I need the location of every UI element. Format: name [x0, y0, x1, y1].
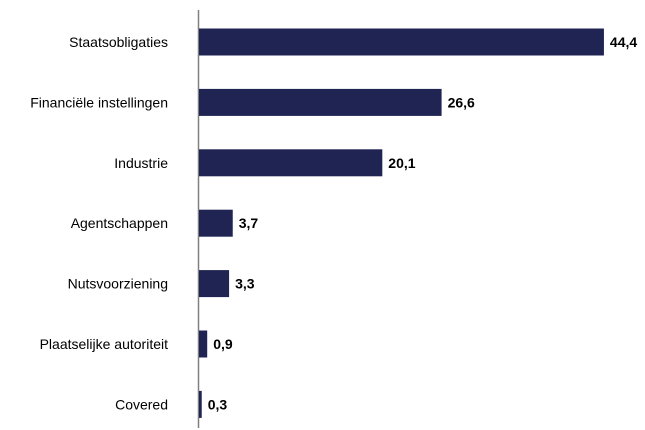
value-label-agentschappen: 3,7: [239, 215, 259, 231]
category-label-agentschappen: Agentschappen: [71, 215, 168, 231]
value-label-financiele-instellingen: 26,6: [448, 94, 475, 110]
category-label-staatsobligaties: Staatsobligaties: [69, 34, 168, 50]
category-label-industrie: Industrie: [114, 155, 168, 171]
value-label-staatsobligaties: 44,4: [610, 34, 637, 50]
category-label-nutsvoorziening: Nutsvoorziening: [68, 276, 168, 292]
category-label-plaatselijke-autoriteit: Plaatselijke autoriteit: [40, 336, 169, 352]
value-label-plaatselijke-autoriteit: 0,9: [213, 336, 233, 352]
category-label-covered: Covered: [115, 396, 168, 412]
bar-industrie: [199, 149, 383, 177]
bar-staatsobligaties: [199, 28, 604, 56]
bar-financiele-instellingen: [199, 88, 442, 116]
bar-nutsvoorziening: [199, 270, 230, 298]
bar-agentschappen: [199, 209, 233, 237]
bar-plaatselijke-autoriteit: [199, 330, 208, 358]
bars-layer: Staatsobligaties 44,4 Financiële instellin…: [30, 28, 637, 418]
value-label-industrie: 20,1: [388, 155, 415, 171]
category-label-financiele-instellingen: Financiële instellingen: [30, 94, 168, 110]
value-label-nutsvoorziening: 3,3: [235, 276, 255, 292]
bar-covered: [199, 390, 202, 418]
value-label-covered: 0,3: [208, 396, 228, 412]
